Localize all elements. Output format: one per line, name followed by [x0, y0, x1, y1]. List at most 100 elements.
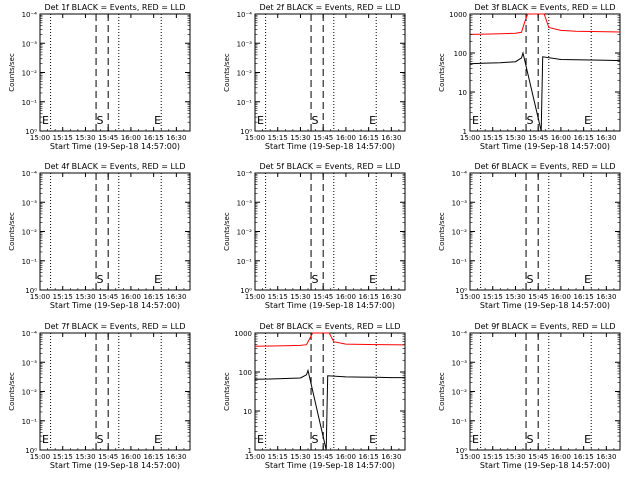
x-axis-title: Start Time (19-Sep-18 14:57:00)	[480, 301, 610, 310]
panel-det-1: Det 1f BLACK = Events, RED = LLD E S E 15:00…	[8, 3, 191, 151]
end-marker: E	[154, 273, 161, 286]
x-tick-label: 15:30	[75, 293, 95, 301]
y-axis-title: Counts/sec	[438, 212, 446, 251]
y-tick-label: 10⁻⁴	[22, 170, 38, 178]
y-tick-label: 10⁰	[455, 287, 467, 295]
x-tick-label: 16:00	[551, 293, 571, 301]
x-tick-label: 15:45	[98, 453, 118, 461]
x-tick-label: 15:00	[245, 134, 265, 142]
panel-det-8: Det 8f BLACK = Events, RED = LLD E S E 15:00…	[223, 322, 406, 470]
x-tick-label: 15:45	[528, 293, 548, 301]
start-marker: S	[97, 114, 104, 127]
y-tick-label: 10⁻³	[237, 40, 253, 48]
y-tick-label: 10⁻¹	[22, 99, 38, 107]
panel-det-2: Det 2f BLACK = Events, RED = LLD E S E 15:00…	[223, 3, 406, 151]
x-tick-label: 15:00	[460, 453, 480, 461]
y-tick-label: 10⁻¹	[237, 258, 253, 266]
y-tick-label: 10⁻¹	[452, 418, 468, 426]
x-tick-label: 16:15	[144, 453, 164, 461]
x-tick-label: 16:00	[336, 293, 356, 301]
x-tick-label: 16:15	[574, 293, 594, 301]
end-marker: E	[472, 433, 479, 446]
x-tick-label: 16:15	[144, 134, 164, 142]
panel-title: Det 9f BLACK = Events, RED = LLD	[474, 322, 615, 331]
x-tick-label: 15:30	[75, 453, 95, 461]
x-tick-label: 16:15	[574, 134, 594, 142]
y-tick-label: 10⁻²	[452, 389, 468, 397]
x-tick-label: 16:30	[596, 293, 616, 301]
x-tick-label: 15:30	[505, 134, 525, 142]
start-marker: S	[97, 433, 104, 446]
y-tick-label: 10⁰	[25, 447, 37, 455]
y-tick-label: 10⁻⁴	[237, 11, 253, 19]
y-tick-label: 10⁰	[25, 128, 37, 136]
end-marker: E	[154, 433, 161, 446]
plot-frame	[469, 332, 621, 451]
x-tick-label: 15:15	[268, 134, 288, 142]
x-tick-label: 16:30	[166, 453, 186, 461]
y-tick-label: 10⁻²	[452, 229, 468, 237]
x-tick-label: 15:30	[290, 293, 310, 301]
plot-frame	[254, 332, 406, 451]
x-tick-label: 16:30	[596, 453, 616, 461]
end-marker: E	[584, 273, 591, 286]
y-tick-label: 10	[243, 408, 252, 416]
end-marker: E	[369, 433, 376, 446]
panel-title: Det 6f BLACK = Events, RED = LLD	[474, 162, 615, 171]
y-tick-label: 10⁻³	[22, 40, 38, 48]
panel-det-3: Det 3f BLACK = Events, RED = LLD E S E 15:00…	[438, 3, 621, 151]
start-marker: S	[312, 433, 319, 446]
y-axis-title: Counts/sec	[8, 53, 16, 92]
x-tick-label: 15:15	[268, 293, 288, 301]
x-tick-label: 15:15	[53, 293, 73, 301]
plot-frame	[469, 172, 621, 291]
y-axis-title: Counts/sec	[223, 53, 231, 92]
end-marker: E	[584, 433, 591, 446]
x-tick-label: 15:30	[75, 134, 95, 142]
end-marker: E	[257, 433, 264, 446]
x-tick-label: 15:00	[245, 453, 265, 461]
y-tick-label: 10⁻⁴	[22, 11, 38, 19]
y-tick-label: 1000	[449, 11, 467, 19]
x-axis-title: Start Time (19-Sep-18 14:57:00)	[50, 461, 180, 470]
panel-det-7: Det 7f BLACK = Events, RED = LLD E S E 15:00…	[8, 322, 191, 470]
panel-title: Det 7f BLACK = Events, RED = LLD	[44, 322, 185, 331]
panel-title: Det 8f BLACK = Events, RED = LLD	[259, 322, 400, 331]
x-tick-label: 15:45	[98, 293, 118, 301]
y-tick-label: 10⁻²	[237, 70, 253, 78]
y-tick-label: 10⁻³	[452, 359, 468, 367]
lld-series-line	[254, 332, 406, 347]
x-tick-label: 15:15	[483, 453, 503, 461]
panel-title: Det 2f BLACK = Events, RED = LLD	[259, 3, 400, 12]
y-tick-label: 10⁻²	[22, 229, 38, 237]
x-tick-label: 16:15	[359, 134, 379, 142]
x-tick-label: 16:00	[336, 453, 356, 461]
x-tick-label: 16:00	[121, 134, 141, 142]
x-tick-label: 16:30	[381, 293, 401, 301]
y-tick-label: 10⁻⁴	[22, 330, 38, 338]
x-tick-label: 15:00	[30, 293, 50, 301]
x-axis-title: Start Time (19-Sep-18 14:57:00)	[265, 142, 395, 151]
y-tick-label: 10⁻⁴	[237, 170, 253, 178]
x-tick-label: 15:30	[290, 453, 310, 461]
x-axis-title: Start Time (19-Sep-18 14:57:00)	[265, 301, 395, 310]
end-marker: E	[472, 114, 479, 127]
x-tick-label: 15:00	[245, 293, 265, 301]
y-tick-label: 10⁻²	[22, 70, 38, 78]
x-axis-title: Start Time (19-Sep-18 14:57:00)	[265, 461, 395, 470]
y-axis-title: Counts/sec	[8, 212, 16, 251]
x-axis-title: Start Time (19-Sep-18 14:57:00)	[480, 142, 610, 151]
x-tick-label: 15:00	[460, 293, 480, 301]
end-marker: E	[369, 273, 376, 286]
x-tick-label: 15:15	[483, 134, 503, 142]
end-marker: E	[369, 114, 376, 127]
panel-title: Det 1f BLACK = Events, RED = LLD	[44, 3, 185, 12]
x-tick-label: 16:00	[121, 453, 141, 461]
panel-title: Det 5f BLACK = Events, RED = LLD	[259, 162, 400, 171]
y-tick-label: 10⁻²	[237, 229, 253, 237]
x-axis-title: Start Time (19-Sep-18 14:57:00)	[50, 142, 180, 151]
start-marker: S	[312, 114, 319, 127]
